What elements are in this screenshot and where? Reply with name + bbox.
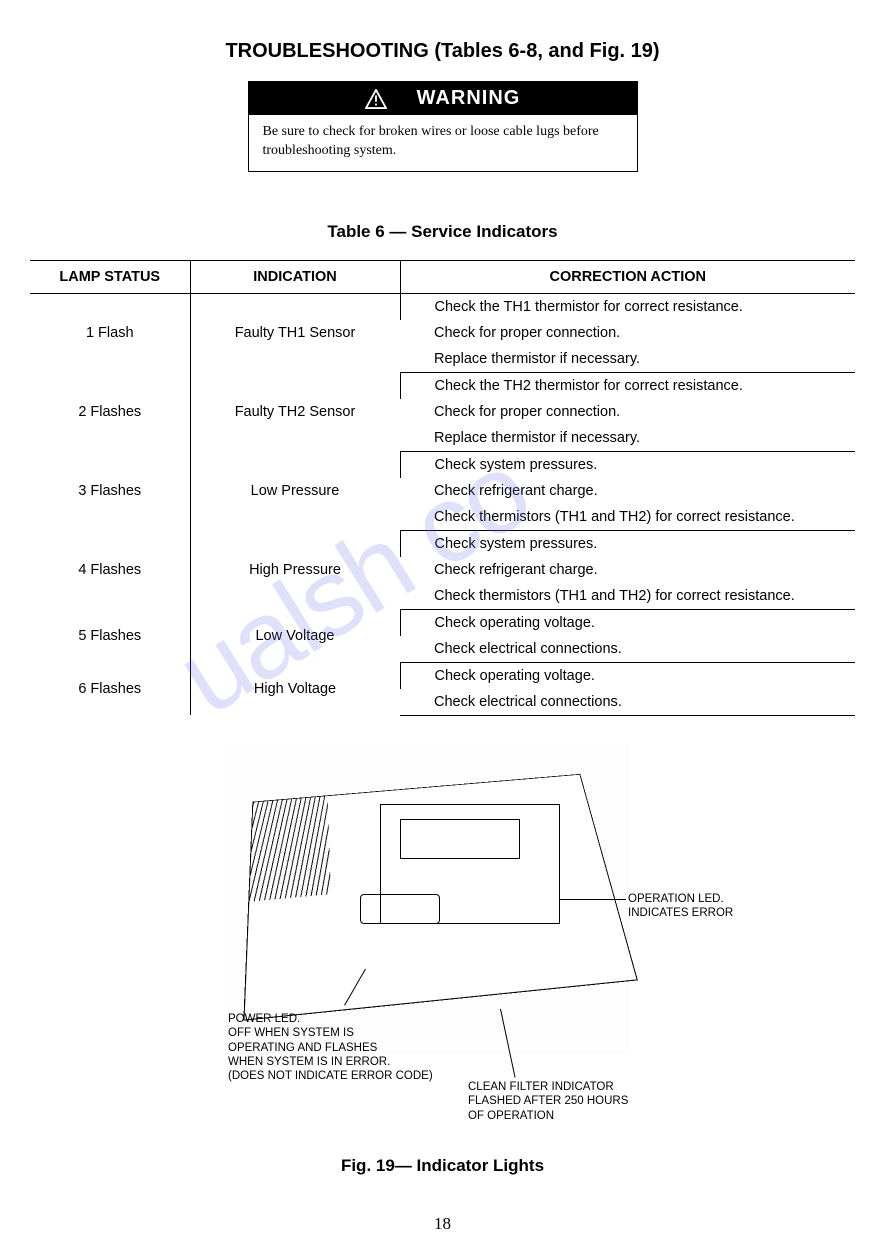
cell-lamp-status: 6 Flashes: [30, 662, 190, 715]
callout-line: [560, 899, 626, 900]
cell-correction-action: Check electrical connections.: [400, 636, 855, 663]
cell-indication: High Voltage: [190, 662, 400, 715]
cell-correction-action: Check system pressures.: [400, 451, 855, 478]
warning-triangle-icon: [365, 89, 387, 109]
cell-lamp-status: 4 Flashes: [30, 530, 190, 609]
cell-correction-action: Check operating voltage.: [400, 662, 855, 689]
cell-correction-action: Check operating voltage.: [400, 609, 855, 636]
warning-body-text: Be sure to check for broken wires or loo…: [249, 115, 637, 171]
cell-indication: Faulty TH2 Sensor: [190, 372, 400, 451]
cell-lamp-status: 5 Flashes: [30, 609, 190, 662]
callout-power-led: POWER LED. OFF WHEN SYSTEM IS OPERATING …: [228, 1012, 433, 1084]
table-row: 4 FlashesHigh PressureCheck system press…: [30, 530, 855, 557]
cell-correction-action: Check electrical connections.: [400, 689, 855, 716]
th-correction: CORRECTION ACTION: [400, 260, 855, 293]
cell-indication: Faulty TH1 Sensor: [190, 293, 400, 372]
cell-indication: Low Voltage: [190, 609, 400, 662]
table6: LAMP STATUS INDICATION CORRECTION ACTION…: [30, 260, 855, 716]
table6-caption: Table 6 — Service Indicators: [30, 222, 855, 242]
warning-box: WARNING Be sure to check for broken wire…: [248, 81, 638, 172]
cell-correction-action: Check thermistors (TH1 and TH2) for corr…: [400, 504, 855, 531]
table-row: 5 FlashesLow VoltageCheck operating volt…: [30, 609, 855, 636]
table6-header-row: LAMP STATUS INDICATION CORRECTION ACTION: [30, 260, 855, 293]
cell-indication: Low Pressure: [190, 451, 400, 530]
cell-correction-action: Check the TH1 thermistor for correct res…: [400, 293, 855, 320]
page-title: TROUBLESHOOTING (Tables 6-8, and Fig. 19…: [30, 40, 855, 63]
cell-indication: High Pressure: [190, 530, 400, 609]
cell-correction-action: Check for proper connection.: [400, 399, 855, 425]
cell-lamp-status: 1 Flash: [30, 293, 190, 372]
cell-correction-action: Check refrigerant charge.: [400, 478, 855, 504]
cell-correction-action: Check for proper connection.: [400, 320, 855, 346]
cell-correction-action: Replace thermistor if necessary.: [400, 425, 855, 452]
cell-correction-action: Check the TH2 thermistor for correct res…: [400, 372, 855, 399]
th-indication: INDICATION: [190, 260, 400, 293]
warning-title: WARNING: [417, 87, 521, 110]
warning-header: WARNING: [249, 82, 637, 115]
page-number: 18: [0, 1214, 885, 1234]
figure19-caption: Fig. 19— Indicator Lights: [30, 1156, 855, 1176]
table-row: 2 FlashesFaulty TH2 SensorCheck the TH2 …: [30, 372, 855, 399]
cell-lamp-status: 3 Flashes: [30, 451, 190, 530]
table-row: 3 FlashesLow PressureCheck system pressu…: [30, 451, 855, 478]
cell-lamp-status: 2 Flashes: [30, 372, 190, 451]
table-row: 6 FlashesHigh VoltageCheck operating vol…: [30, 662, 855, 689]
cell-correction-action: Check thermistors (TH1 and TH2) for corr…: [400, 583, 855, 610]
figure19-area: OPERATION LED. INDICATES ERROR POWER LED…: [30, 744, 855, 1154]
cell-correction-action: Check refrigerant charge.: [400, 557, 855, 583]
table-row: 1 FlashFaulty TH1 SensorCheck the TH1 th…: [30, 293, 855, 320]
cell-correction-action: Check system pressures.: [400, 530, 855, 557]
cell-correction-action: Replace thermistor if necessary.: [400, 346, 855, 373]
callout-clean-filter: CLEAN FILTER INDICATOR FLASHED AFTER 250…: [468, 1080, 628, 1123]
th-lamp-status: LAMP STATUS: [30, 260, 190, 293]
callout-operation-led: OPERATION LED. INDICATES ERROR: [628, 892, 733, 921]
